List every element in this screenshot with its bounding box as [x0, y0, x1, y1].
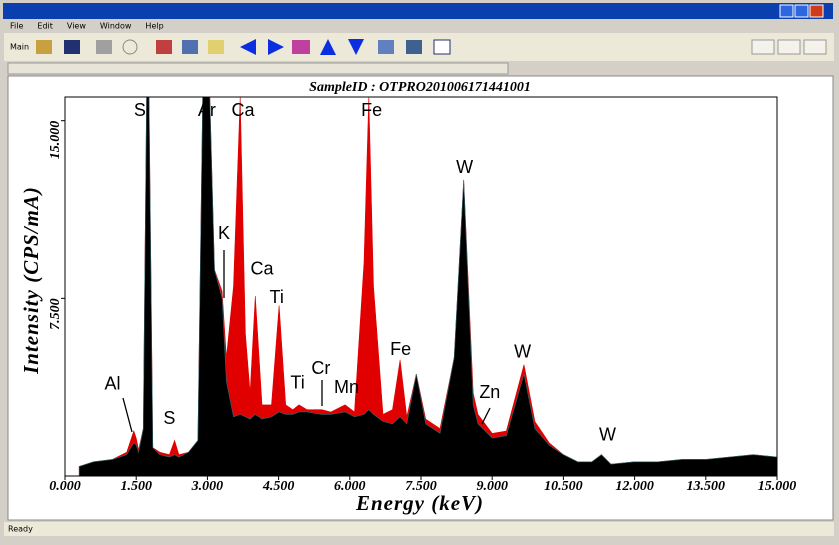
menu-item[interactable]: View: [67, 22, 86, 31]
menu-item[interactable]: Edit: [37, 22, 53, 31]
peak-label: Zn: [479, 382, 500, 402]
x-tick-label: 12.000: [615, 479, 654, 494]
arrow: [122, 397, 133, 433]
peak-label: Fe: [390, 339, 411, 359]
menu-item[interactable]: Help: [145, 22, 163, 31]
status-text: Ready: [8, 525, 33, 534]
peak-label: Ti: [290, 372, 304, 392]
peak-label: Ar: [198, 100, 216, 120]
maximize-button[interactable]: [794, 4, 809, 18]
all-icon[interactable]: [156, 40, 172, 54]
y-tick-label: 7.500: [48, 298, 63, 330]
open-icon[interactable]: [36, 40, 52, 54]
down-icon[interactable]: [348, 39, 364, 55]
peak-arrows: [122, 250, 491, 433]
image-icon[interactable]: [406, 40, 422, 54]
x-tick-label: 15.000: [758, 479, 797, 494]
tab-strip[interactable]: [7, 62, 509, 75]
up-icon[interactable]: [320, 39, 336, 55]
peak-label: K: [218, 223, 230, 243]
y-tick-label: 15.000: [48, 121, 63, 160]
peak-icon[interactable]: [292, 40, 310, 54]
x-tick-label: 0.000: [49, 479, 81, 494]
menu-item[interactable]: Window: [100, 22, 132, 31]
x-tick-label: 10.500: [544, 479, 583, 494]
save-icon[interactable]: [64, 40, 80, 54]
window-icon[interactable]: [182, 40, 198, 54]
menu-bar: File Edit View Window Help: [10, 22, 164, 31]
peak-label: W: [456, 157, 473, 177]
view-button[interactable]: [777, 39, 801, 55]
peak-label: Ca: [250, 259, 274, 279]
layout-icon[interactable]: [378, 40, 394, 54]
view-button[interactable]: [751, 39, 775, 55]
chart-title: SampleID : OTPRO201006171441001: [309, 80, 531, 95]
peak-label: Mn: [334, 377, 359, 397]
x-tick-label: 13.500: [687, 479, 726, 494]
peak-label: Ti: [270, 287, 284, 307]
close-button[interactable]: [809, 4, 824, 18]
menu-item[interactable]: File: [10, 22, 23, 31]
y-axis-label: Intensity (CPS/mA): [19, 186, 43, 375]
next-icon[interactable]: [268, 39, 284, 55]
title-bar: [3, 3, 833, 19]
status-bar: [4, 522, 834, 536]
spectrum-area: [78, 97, 777, 476]
tag-icon[interactable]: [208, 40, 224, 54]
peak-label: Cr: [311, 358, 330, 378]
frame-icon[interactable]: [433, 39, 451, 55]
x-tick-label: 3.000: [191, 479, 224, 494]
arrow: [481, 407, 491, 425]
peak-label: Si: [134, 100, 150, 120]
peak-label: Fe: [361, 100, 382, 120]
peak-label: Ca: [231, 100, 255, 120]
view-button[interactable]: [803, 39, 827, 55]
peak-label: S: [163, 408, 175, 428]
plot: 0.000 1.500 3.000 4.500 6.000 7.500 9.000 10.50…: [48, 96, 797, 494]
x-tick-label: 1.500: [120, 479, 152, 494]
main-button[interactable]: Main: [10, 43, 29, 52]
prev-icon[interactable]: [240, 39, 256, 55]
peak-label: W: [514, 342, 531, 362]
peak-label: Al: [104, 374, 120, 394]
x-tick-label: 6.000: [334, 479, 366, 494]
x-tick-label: 9.000: [476, 479, 508, 494]
x-tick-label: 4.500: [262, 479, 295, 494]
x-axis-label: Energy (keV): [355, 491, 484, 515]
toolbar-icons: [36, 39, 827, 55]
stop-icon[interactable]: [122, 39, 138, 55]
peak-label: W: [599, 424, 616, 444]
x-tick-label: 7.500: [405, 479, 437, 494]
tool-icon[interactable]: [96, 40, 112, 54]
minimize-button[interactable]: [779, 4, 794, 18]
